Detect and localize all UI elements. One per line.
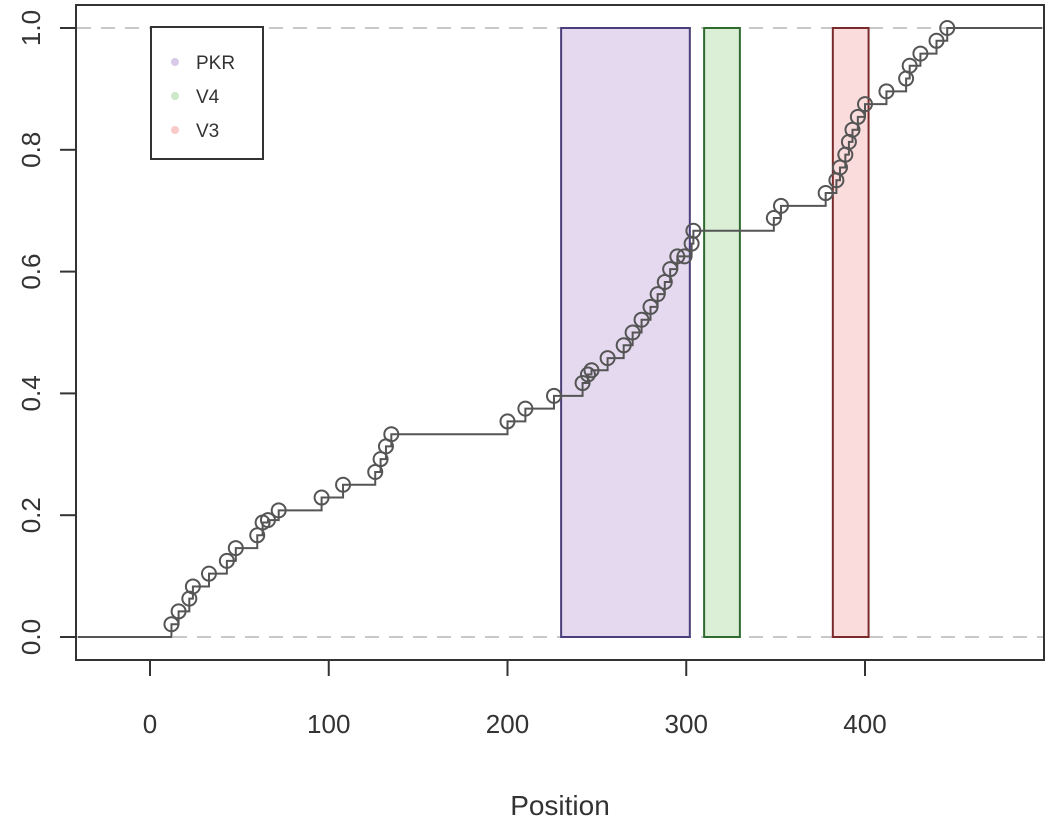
data-point — [849, 108, 866, 125]
region-v4 — [703, 27, 741, 638]
data-point — [517, 400, 534, 417]
legend-swatch-v4 — [171, 92, 179, 100]
data-point — [313, 489, 330, 506]
cumulative-step-line — [78, 27, 1042, 638]
data-point — [633, 311, 650, 328]
x-axis-title: Position — [510, 790, 610, 821]
y-tick-label: 0.4 — [16, 375, 46, 411]
legend-label-v3: V3 — [196, 121, 219, 142]
legend-label-v4: V4 — [196, 87, 220, 108]
data-point — [259, 512, 276, 529]
data-point — [583, 362, 600, 379]
data-point — [615, 337, 632, 354]
data-point — [939, 20, 956, 36]
data-point — [270, 502, 287, 519]
y-tick-label: 0.2 — [16, 497, 46, 533]
x-tick-label: 400 — [843, 709, 886, 739]
data-point — [901, 57, 918, 74]
data-point — [878, 83, 895, 100]
data-point — [599, 350, 616, 367]
region-rectangles — [560, 27, 870, 638]
data-point — [649, 286, 666, 303]
data-point — [499, 413, 516, 430]
data-point — [227, 540, 244, 557]
data-point — [545, 387, 562, 404]
legend: PKR V4 V3 — [150, 26, 264, 160]
x-tick-label: 300 — [665, 709, 708, 739]
data-point — [817, 185, 834, 202]
data-point — [335, 476, 352, 493]
data-point — [772, 197, 789, 214]
legend-swatch-v3 — [171, 126, 179, 134]
data-point — [383, 426, 400, 443]
y-tick-label: 0.8 — [16, 132, 46, 168]
x-tick-label: 0 — [143, 709, 157, 739]
region-v3 — [831, 27, 870, 638]
y-tick-label: 0.0 — [16, 619, 46, 655]
data-point — [857, 96, 873, 113]
legend-swatch-pkr — [171, 58, 179, 66]
data-point — [928, 32, 945, 49]
data-point — [765, 210, 782, 227]
x-axis: 0 100 200 300 400 — [143, 659, 887, 739]
data-point — [200, 565, 217, 582]
legend-label-pkr: PKR — [196, 53, 235, 74]
reference-lines — [77, 27, 1043, 638]
data-point — [642, 298, 659, 315]
data-point — [676, 248, 693, 265]
y-tick-label: 1.0 — [16, 10, 46, 46]
data-point — [579, 366, 596, 383]
data-point — [184, 578, 201, 595]
data-point — [685, 222, 702, 239]
data-points — [163, 20, 956, 633]
data-point — [669, 248, 686, 265]
x-tick-label: 200 — [486, 709, 529, 739]
data-point — [574, 375, 591, 392]
data-point — [170, 603, 187, 620]
data-point — [662, 261, 679, 278]
data-point — [912, 45, 929, 62]
data-point — [163, 616, 180, 633]
legend-box — [150, 26, 264, 160]
y-tick-label: 0.6 — [16, 254, 46, 290]
data-point — [218, 552, 235, 569]
y-axis: 0.0 0.2 0.4 0.6 0.8 1.0 — [16, 10, 77, 655]
x-tick-label: 100 — [307, 709, 350, 739]
data-point — [624, 324, 641, 341]
step-path — [78, 27, 1042, 638]
